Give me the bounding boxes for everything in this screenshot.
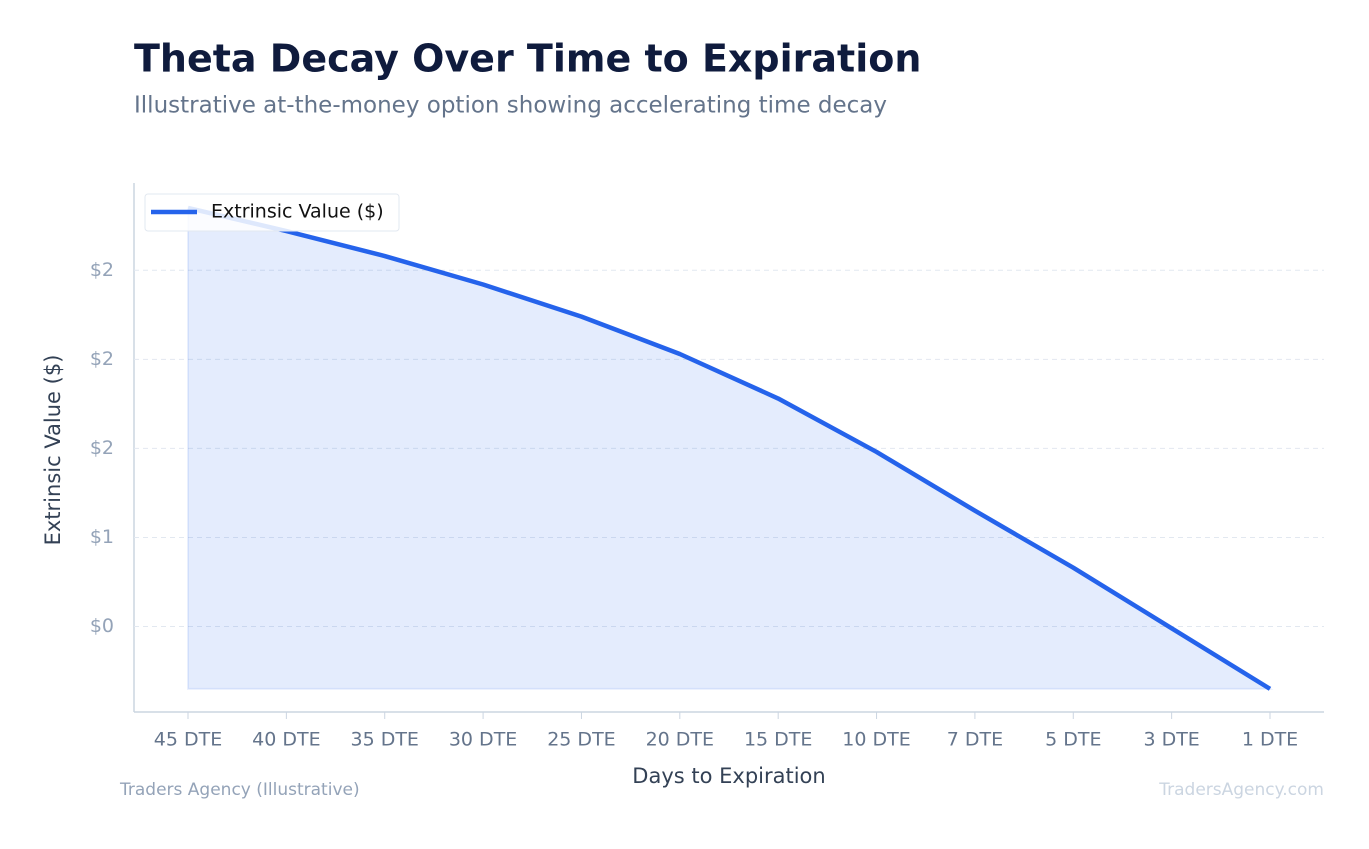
x-tick-label: 25 DTE: [547, 729, 615, 751]
x-tick-label: 45 DTE: [154, 729, 222, 751]
x-tick-label: 1 DTE: [1242, 729, 1298, 751]
x-tick-label: 35 DTE: [350, 729, 418, 751]
y-tick-label: $0: [90, 615, 114, 637]
x-tick-label: 15 DTE: [744, 729, 812, 751]
x-tick-label: 5 DTE: [1045, 729, 1101, 751]
y-tick-label: $2: [90, 348, 114, 370]
footer-right: TradersAgency.com: [1158, 780, 1324, 800]
y-tick-label: $2: [90, 259, 114, 281]
chart-subtitle: Illustrative at-the-money option showing…: [134, 93, 887, 119]
footer-left: Traders Agency (Illustrative): [119, 780, 360, 800]
x-tick-label: 10 DTE: [842, 729, 910, 751]
chart-title: Theta Decay Over Time to Expiration: [134, 37, 921, 81]
x-tick-label: 20 DTE: [646, 729, 714, 751]
y-axis-label: Extrinsic Value ($): [41, 355, 65, 546]
legend-label: Extrinsic Value ($): [211, 201, 384, 223]
line: [187, 205, 1272, 691]
x-tick-label: 30 DTE: [449, 729, 517, 751]
y-tick-label: $2: [90, 437, 114, 459]
x-tick-label: 7 DTE: [947, 729, 1003, 751]
x-tick-label: 40 DTE: [252, 729, 320, 751]
x-tick-label: 3 DTE: [1143, 729, 1199, 751]
y-tick-label: $1: [90, 526, 114, 548]
x-axis-label: Days to Expiration: [632, 764, 825, 788]
legend-box: [144, 193, 400, 232]
